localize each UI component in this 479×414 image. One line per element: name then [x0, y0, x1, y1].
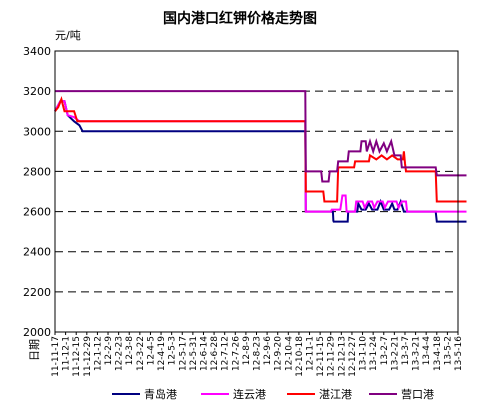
x-tick-label: 13-2-21	[390, 336, 400, 371]
x-tick-label: 12-3-8	[125, 336, 135, 366]
series-line	[54, 100, 467, 223]
x-tick-label: 12-6-14	[199, 336, 209, 371]
x-tick-label: 13-2-7	[380, 336, 390, 365]
x-tick-label: 11-11-17	[51, 336, 61, 377]
x-tick-label: 12-2-23	[115, 336, 125, 371]
x-tick-label: 12-4-5	[146, 336, 156, 365]
y-tick-label: 3000	[23, 125, 51, 138]
x-tick-label: 12-1-12	[93, 336, 103, 371]
x-tick-label: 13-1-10	[359, 336, 369, 371]
legend-label: 连云港	[233, 388, 266, 401]
x-tick-label: 12-9-20	[274, 336, 284, 371]
x-tick-label: 12-5-3	[168, 336, 178, 365]
x-tick-label: 12-12-13	[337, 336, 347, 377]
y-axis-unit: 元/吨	[55, 29, 81, 42]
y-tick-label: 3200	[23, 85, 51, 98]
x-tick-label: 12-8-23	[253, 336, 263, 371]
x-tick-label: 13-4-4	[422, 336, 432, 366]
x-tick-label: 12-12-27	[348, 336, 358, 377]
y-axis-ticks: 2000 2200 2400 2600 2800 3000 3200 3400	[23, 45, 51, 339]
x-tick-label: 12-6-28	[210, 336, 220, 371]
y-tick-label: 2000	[23, 326, 51, 339]
y-tick-label: 2600	[23, 206, 51, 219]
x-tick-label: 12-11-1	[306, 336, 316, 371]
series-lines	[54, 90, 467, 223]
x-tick-label: 12-7-12	[221, 336, 231, 371]
x-tick-label: 12-3-22	[136, 336, 146, 371]
series-line	[55, 90, 467, 183]
chart-title: 国内港口红钾价格走势图	[163, 10, 317, 27]
x-tick-label: 12-5-31	[189, 336, 199, 371]
x-tick-label: 13-5-16	[454, 336, 464, 371]
y-tick-label: 2200	[23, 286, 51, 299]
x-tick-label: 12-11-15	[316, 336, 326, 377]
x-axis-label: 日期	[28, 339, 41, 361]
legend-label: 湛江港	[319, 388, 352, 401]
x-tick-label: 12-9-6	[263, 336, 273, 366]
series-line	[54, 95, 467, 203]
y-tick-label: 2400	[23, 246, 51, 259]
x-tick-label: 12-10-18	[295, 336, 305, 377]
x-axis-ticks: 11-11-17 11-12-1 11-12-15 11-12-29 12-1-12 12…	[51, 332, 464, 377]
x-tick-label: 13-1-24	[369, 336, 379, 371]
x-tick-label: 13-3-21	[412, 336, 422, 371]
plot-area	[54, 50, 459, 333]
x-tick-label: 12-11-29	[327, 336, 337, 377]
x-tick-label: 13-5-2	[443, 336, 453, 365]
y-tick-label: 2800	[23, 165, 51, 178]
x-tick-label: 13-4-18	[433, 336, 443, 371]
x-tick-label: 11-12-29	[83, 336, 93, 377]
x-tick-label: 11-12-1	[62, 336, 72, 371]
x-tick-label: 12-5-17	[178, 336, 188, 371]
x-tick-label: 12-8-9	[242, 336, 252, 366]
legend: 青岛港 连云港 湛江港 营口港	[112, 387, 434, 401]
x-tick-label: 11-12-15	[72, 336, 82, 377]
x-tick-label: 13-3-7	[401, 336, 411, 365]
y-tick-label: 3400	[23, 45, 51, 58]
x-tick-label: 12-10-4	[284, 336, 294, 371]
x-tick-label: 12-2-9	[104, 336, 114, 366]
legend-label: 青岛港	[144, 387, 177, 401]
x-tick-label: 12-4-19	[157, 336, 167, 371]
x-tick-label: 12-7-26	[231, 336, 241, 371]
legend-label: 营口港	[401, 387, 434, 401]
